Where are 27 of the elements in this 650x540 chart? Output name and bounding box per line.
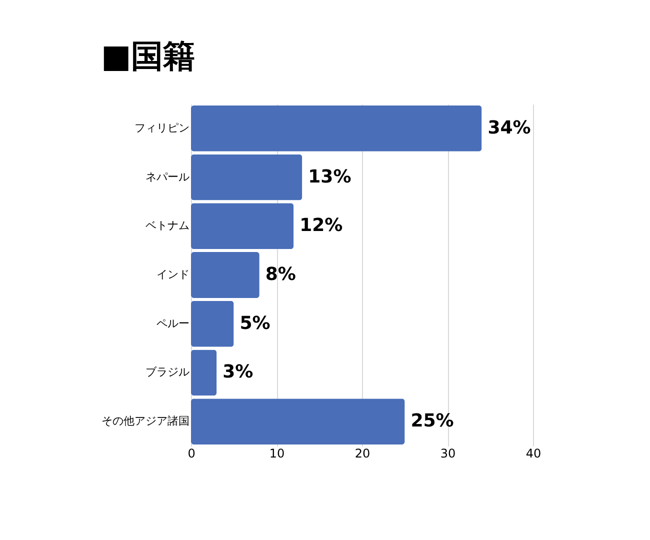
bar (191, 350, 217, 396)
bar (191, 252, 260, 298)
x-tick-label: 10 (269, 446, 285, 460)
y-tick-label: ネパール (146, 170, 190, 184)
chart-title: ■国籍 (101, 37, 196, 75)
data-label: 5% (240, 312, 270, 334)
y-tick-label: ペルー (156, 316, 190, 330)
y-tick-label: インド (156, 268, 190, 281)
x-tick-label: 30 (440, 446, 456, 460)
data-label: 13% (308, 166, 352, 188)
bar (191, 154, 302, 200)
data-label: 34% (488, 117, 531, 138)
data-label: 25% (410, 410, 454, 432)
x-tick-label: 40 (526, 446, 542, 460)
bar (191, 105, 482, 152)
x-tick-label: 0 (188, 446, 196, 460)
y-tick-label: ベトナム (146, 219, 190, 232)
bar (191, 398, 405, 445)
data-label: 3% (222, 362, 254, 383)
data-label: 12% (300, 215, 343, 236)
bar (191, 300, 234, 347)
x-tick-label: 20 (354, 446, 370, 460)
data-label: 8% (265, 264, 296, 285)
bar (191, 203, 294, 250)
y-tick-label: フィリピン (134, 121, 190, 134)
y-tick-label: ブラジル (146, 366, 190, 379)
y-tick-label: その他アジア諸国 (102, 414, 190, 428)
